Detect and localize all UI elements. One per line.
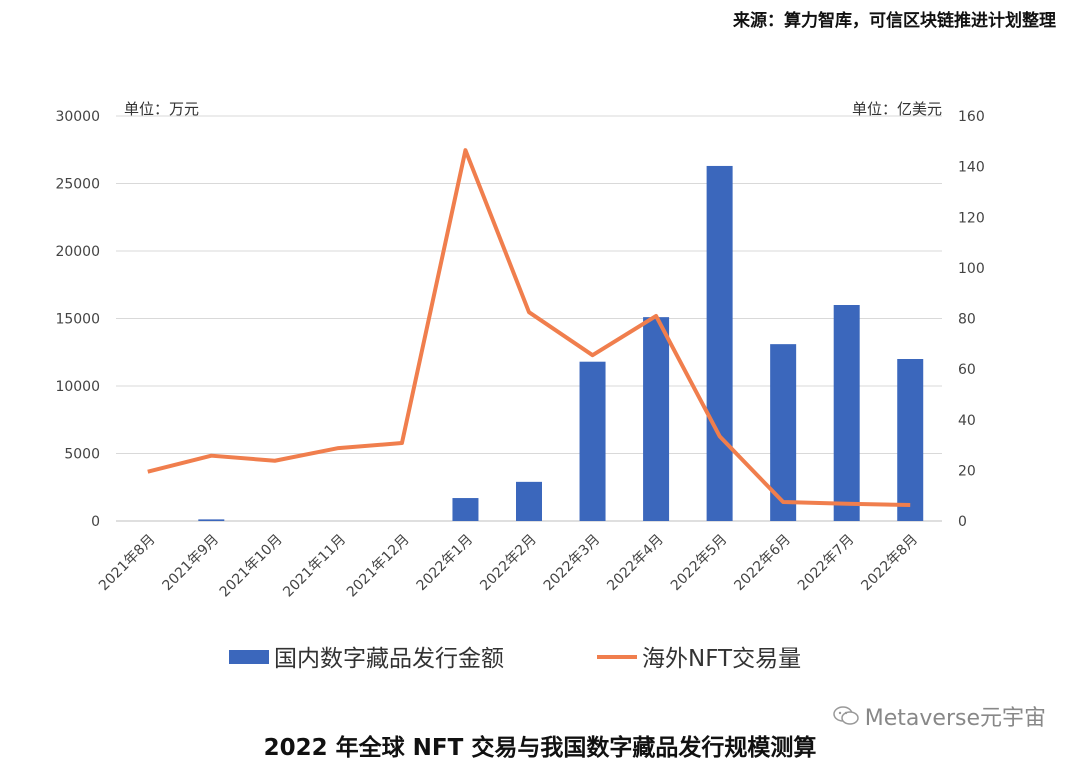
right-tick-label: 140	[958, 160, 985, 176]
x-tick-label: 2022年2月	[477, 532, 540, 595]
x-tick-label: 2021年8月	[96, 532, 159, 595]
bar	[706, 165, 733, 521]
legend-bar-swatch	[229, 650, 269, 664]
x-tick-label: 2022年8月	[858, 532, 921, 595]
x-tick-label: 2021年12月	[344, 532, 413, 601]
left-tick-label: 10000	[55, 379, 100, 395]
bar	[897, 359, 924, 521]
x-tick-label: 2021年10月	[217, 532, 286, 601]
left-tick-label: 20000	[55, 244, 100, 260]
left-axis-ticks: 0 5000 10000 15000 20000 25000 30000	[55, 109, 100, 530]
legend: 国内数字藏品发行金额 海外NFT交易量	[229, 646, 801, 672]
bar	[833, 305, 860, 521]
legend-bar-label: 国内数字藏品发行金额	[274, 646, 504, 672]
bar	[579, 361, 606, 521]
left-tick-label: 25000	[55, 177, 100, 193]
wechat-icon	[833, 706, 859, 725]
x-tick-label: 2021年11月	[280, 532, 349, 601]
left-tick-label: 0	[91, 514, 100, 530]
right-tick-label: 100	[958, 261, 985, 277]
right-tick-label: 160	[958, 109, 985, 125]
legend-line-label: 海外NFT交易量	[642, 646, 801, 672]
x-tick-label: 2022年4月	[604, 532, 667, 595]
x-tick-label: 2022年1月	[414, 532, 477, 595]
right-tick-label: 60	[958, 362, 976, 378]
line-series	[147, 148, 911, 508]
x-tick-label: 2021年9月	[160, 532, 223, 595]
bar-series	[198, 165, 924, 521]
bottom-title: 2022 年全球 NFT 交易与我国数字藏品发行规模测算	[263, 735, 817, 761]
source-note: 来源：算力智库，可信区块链推进计划整理	[733, 11, 1056, 31]
right-tick-label: 80	[958, 312, 976, 328]
watermark: Metaverse元宇宙	[833, 700, 1046, 732]
grid-lines	[116, 115, 942, 522]
x-tick-label: 2022年6月	[731, 532, 794, 595]
x-tick-label: 2022年7月	[795, 532, 858, 595]
bar	[643, 317, 670, 521]
left-axis-unit: 单位：万元	[124, 100, 200, 118]
watermark-text: Metaverse元宇宙	[864, 706, 1046, 731]
left-tick-label: 15000	[55, 312, 100, 328]
left-tick-label: 5000	[64, 447, 100, 463]
x-tick-label: 2022年3月	[541, 532, 604, 595]
bar	[516, 481, 542, 521]
right-axis-unit: 单位：亿美元	[851, 100, 942, 118]
right-tick-label: 20	[958, 463, 976, 479]
bar	[198, 519, 225, 521]
right-tick-label: 0	[958, 514, 967, 530]
chart: 0 5000 10000 15000 20000 25000 30000 0 20 40 60 80…	[55, 109, 985, 672]
right-tick-label: 40	[958, 413, 976, 429]
right-tick-label: 120	[958, 210, 985, 226]
left-tick-label: 30000	[55, 109, 100, 125]
x-tick-label: 2022年5月	[668, 532, 731, 595]
bar	[452, 498, 479, 521]
right-axis-ticks: 0 20 40 60 80 100 120 140 160	[958, 109, 985, 530]
